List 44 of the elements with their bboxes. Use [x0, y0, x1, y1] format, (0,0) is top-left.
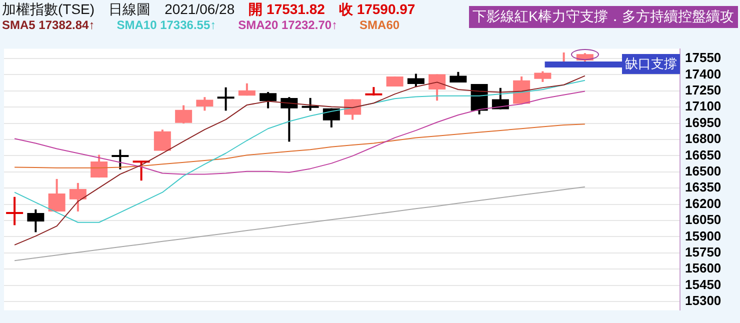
candlestick — [112, 148, 129, 170]
y-tick-label: 16800 — [685, 131, 722, 146]
y-tick-label: 15750 — [685, 244, 722, 260]
y-tick-label: 16950 — [685, 114, 722, 130]
text: SMA10 17336.55↑ — [116, 18, 216, 32]
candlestick — [196, 96, 214, 112]
candlestick — [302, 96, 319, 112]
y-tick-label: 15450 — [685, 276, 722, 292]
text: SMA20 17232.70↑ — [238, 18, 338, 32]
y-tick-label: 17100 — [685, 98, 722, 114]
candlestick — [492, 86, 509, 110]
y-tick-label: 15300 — [685, 293, 722, 308]
candlestick — [280, 96, 298, 143]
candlestick — [260, 91, 277, 110]
y-tick-label: 17400 — [685, 66, 722, 82]
candlestick — [238, 82, 256, 97]
text: 2021/06/28 — [164, 1, 235, 17]
y-tick-label: 15900 — [685, 228, 722, 244]
text: SMA5 17382.84↑ — [2, 18, 95, 32]
text: 收 17590.97 — [338, 1, 416, 17]
text: 下影線紅K棒力守支撐．多方持續控盤續攻 — [468, 6, 738, 28]
candlestick — [534, 70, 552, 83]
ref-line-label: 缺口支撐 — [622, 54, 680, 74]
y-tick-label: 16200 — [685, 196, 722, 211]
y-tick-label: 17550 — [685, 50, 722, 66]
candlestick — [217, 86, 234, 112]
y-tick-label: 16350 — [685, 180, 722, 195]
text: 開 17531.82 — [248, 1, 325, 17]
candlestick — [407, 72, 424, 88]
y-tick-label: 16050 — [685, 212, 722, 228]
candlestick — [344, 98, 362, 121]
candlestick — [6, 196, 24, 226]
y-tick-label: 16650 — [685, 147, 722, 162]
candlestick — [27, 208, 44, 234]
y-tick-label: 17250 — [685, 82, 722, 98]
candlestick — [69, 182, 86, 212]
text: SMA60 — [360, 18, 400, 32]
chart-title: 加權指數(TSE) — [2, 1, 95, 17]
y-tick-label: 16500 — [685, 164, 722, 179]
text: 日線圖 — [108, 1, 151, 17]
y-tick-label: 15600 — [685, 260, 722, 276]
candlestick — [175, 104, 192, 124]
candlestick — [154, 128, 171, 152]
candlestick — [48, 178, 66, 212]
